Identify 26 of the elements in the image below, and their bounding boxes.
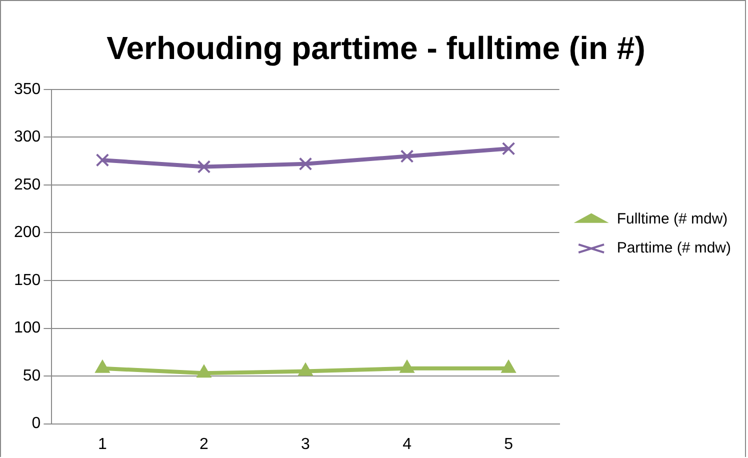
y-tick-label: 300 [14, 128, 41, 146]
y-tick-label: 350 [14, 80, 41, 98]
y-tick-label: 100 [14, 320, 41, 337]
point [400, 360, 414, 373]
point [501, 360, 516, 373]
legend-label: Fulltime (# mdw) [616, 210, 728, 228]
legend-label: Parttime (# mdw) [616, 240, 732, 257]
x-tick-label: 5 [504, 436, 514, 453]
x-tick-label: 3 [301, 436, 310, 453]
point [197, 160, 211, 174]
y-tick-label: 0 [32, 415, 41, 432]
y-tick-label: 150 [14, 272, 41, 289]
point [95, 360, 110, 373]
point [502, 142, 516, 156]
y-tick-label: 250 [14, 176, 41, 194]
x-tick-label: 4 [402, 436, 412, 453]
x-tick-label: 2 [200, 436, 209, 453]
point [298, 362, 313, 376]
point [196, 364, 212, 378]
y-tick-label: 50 [22, 367, 41, 384]
y-tick-label: 200 [14, 224, 41, 242]
x-tick-label: 1 [98, 436, 108, 453]
chart-title: Verhouding parttime - fulltime (in #) [106, 30, 646, 66]
point [96, 153, 110, 167]
point [400, 150, 414, 163]
point [298, 157, 312, 171]
